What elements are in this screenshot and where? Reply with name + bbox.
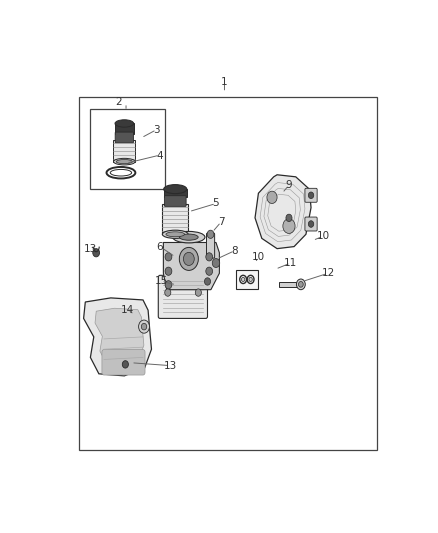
Polygon shape (95, 308, 144, 365)
Ellipse shape (162, 230, 188, 238)
Circle shape (206, 267, 212, 276)
Bar (90, 109, 165, 189)
Text: 1: 1 (221, 77, 228, 87)
Text: 3: 3 (153, 125, 160, 135)
FancyBboxPatch shape (206, 233, 215, 258)
Circle shape (249, 277, 252, 281)
Ellipse shape (173, 231, 205, 243)
Text: 12: 12 (321, 268, 335, 278)
Bar (164, 189, 187, 197)
Ellipse shape (116, 159, 132, 164)
Circle shape (206, 253, 212, 261)
Circle shape (207, 230, 214, 238)
Circle shape (308, 192, 314, 199)
Text: 13: 13 (163, 361, 177, 370)
Circle shape (267, 191, 277, 204)
Circle shape (195, 289, 201, 296)
Bar (113, 140, 135, 161)
Circle shape (241, 277, 245, 281)
FancyBboxPatch shape (305, 217, 317, 231)
Text: 14: 14 (121, 305, 134, 315)
FancyBboxPatch shape (164, 196, 186, 206)
Circle shape (165, 253, 172, 261)
Ellipse shape (115, 120, 134, 127)
Text: 10: 10 (252, 252, 265, 262)
Circle shape (286, 214, 292, 222)
Bar (279, 282, 299, 287)
Text: 4: 4 (157, 151, 163, 161)
Text: 9: 9 (286, 180, 292, 190)
Text: 8: 8 (231, 246, 238, 256)
FancyBboxPatch shape (115, 132, 134, 143)
Circle shape (93, 248, 99, 257)
Text: 6: 6 (157, 241, 163, 252)
Circle shape (283, 219, 295, 233)
FancyBboxPatch shape (236, 270, 258, 289)
Text: 15: 15 (155, 277, 168, 286)
Polygon shape (255, 175, 311, 248)
Text: 10: 10 (316, 231, 329, 241)
Bar (115, 124, 134, 134)
Bar (162, 204, 188, 235)
Ellipse shape (113, 158, 135, 165)
Circle shape (205, 278, 211, 285)
Text: 5: 5 (213, 198, 219, 208)
Circle shape (298, 281, 303, 287)
Circle shape (179, 247, 198, 270)
Text: 7: 7 (218, 217, 224, 227)
Circle shape (141, 324, 147, 330)
Circle shape (184, 252, 194, 265)
Text: 2: 2 (115, 96, 122, 107)
Circle shape (165, 289, 171, 296)
FancyBboxPatch shape (102, 350, 145, 375)
Polygon shape (163, 243, 219, 290)
Circle shape (165, 281, 172, 289)
Circle shape (138, 320, 149, 333)
Circle shape (308, 221, 314, 227)
Circle shape (122, 361, 128, 368)
Circle shape (297, 279, 305, 290)
Bar (78, 97, 377, 450)
Ellipse shape (180, 234, 198, 240)
Circle shape (165, 267, 172, 276)
Text: 13: 13 (84, 244, 97, 254)
FancyBboxPatch shape (305, 188, 317, 202)
FancyBboxPatch shape (158, 276, 208, 318)
Ellipse shape (166, 232, 184, 237)
Ellipse shape (164, 184, 187, 193)
Polygon shape (84, 298, 152, 376)
Circle shape (212, 259, 220, 268)
Text: 11: 11 (284, 258, 297, 268)
